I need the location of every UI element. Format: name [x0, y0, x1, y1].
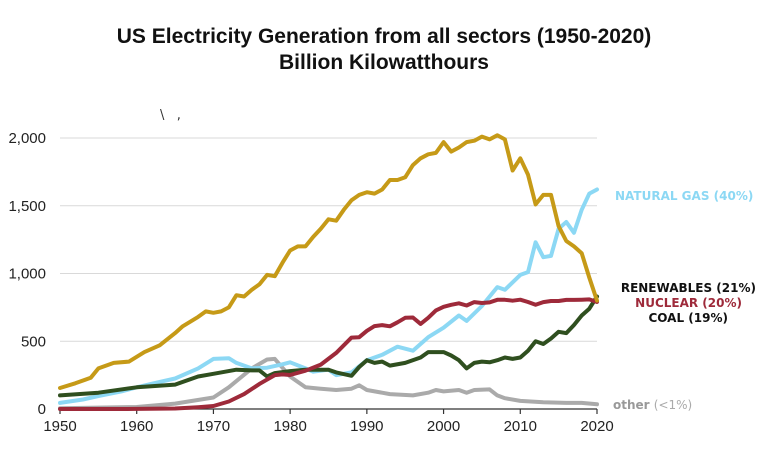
stray-annotation: \ , — [160, 108, 181, 123]
series-line-renewables — [58, 133, 599, 390]
series-labels: other (<1%) NATURAL GAS (40%) COAL (19%)NU… — [613, 189, 756, 412]
chart-subtitle: Billion Kilowatthours — [279, 51, 489, 74]
series-label-nuclear: NUCLEAR (20%) — [635, 296, 742, 310]
y-tick-label-500: 500 — [21, 333, 46, 350]
series-label-renewables: RENEWABLES (21%) — [621, 281, 756, 295]
x-tick-label-1950: 1950 — [43, 418, 76, 435]
series-line-nuclear — [58, 297, 599, 411]
x-tick-label-2000: 2000 — [427, 418, 460, 435]
series-line-other — [58, 356, 599, 411]
y-tick-label-2000: 2,000 — [8, 130, 46, 147]
series-line-coal — [58, 294, 599, 398]
x-tick-label-1960: 1960 — [120, 418, 153, 435]
x-tick-label-1970: 1970 — [197, 418, 230, 435]
y-tick-label-1000: 1,000 — [8, 266, 46, 283]
series-line-natural-gas — [58, 187, 599, 405]
x-tick-label-1980: 1980 — [273, 418, 306, 435]
series-label-coal: COAL (19%) — [649, 311, 729, 325]
y-tick-label-0: 0 — [38, 401, 46, 418]
x-tick-label-2020: 2020 — [580, 418, 613, 435]
x-tick-label-1990: 1990 — [350, 418, 383, 435]
chart-title: US Electricity Generation from all secto… — [117, 25, 652, 48]
x-tick-label-2010: 2010 — [504, 418, 537, 435]
gridlines — [60, 137, 597, 342]
y-tick-label-1500: 1,500 — [8, 198, 46, 215]
series-label-natural-gas: NATURAL GAS (40%) — [615, 189, 753, 203]
series-label-other: other (<1%) — [613, 398, 692, 412]
series-lines — [58, 133, 599, 411]
